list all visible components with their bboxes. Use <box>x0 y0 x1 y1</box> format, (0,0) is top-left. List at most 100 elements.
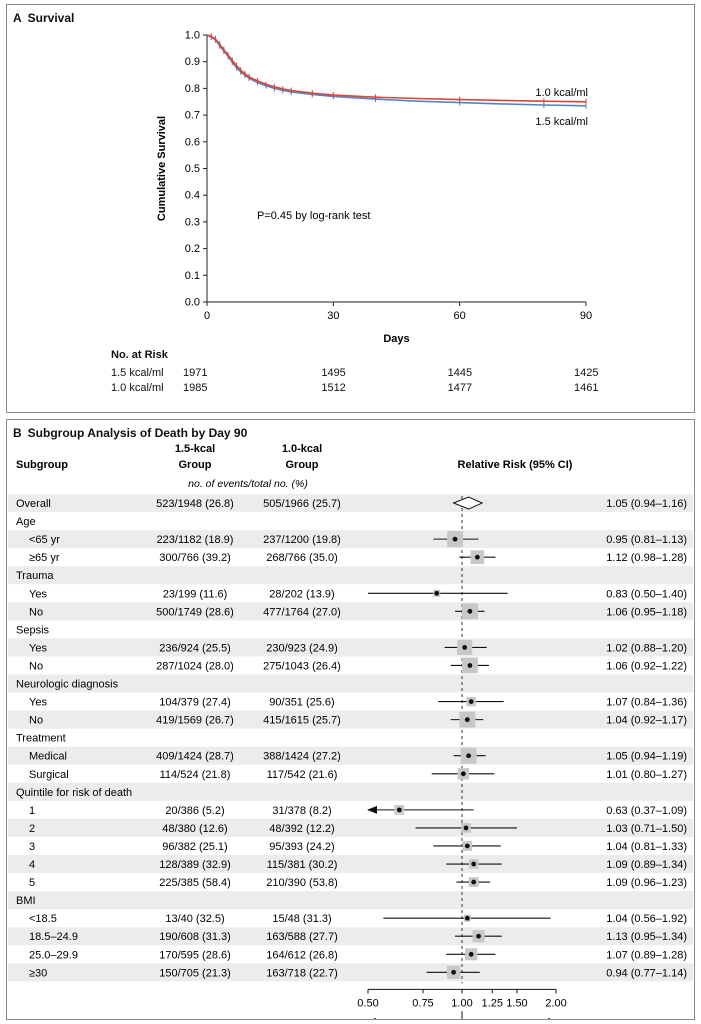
x-tick-label: 30 <box>327 310 339 322</box>
row-label: 2 <box>29 823 35 835</box>
risk-count: 1495 <box>321 367 346 379</box>
estimate-point <box>451 969 457 975</box>
row-label: No <box>29 606 43 618</box>
group-1-0-value: 388/1424 (27.2) <box>263 751 341 763</box>
series-label-1-0: 1.0 kcal/ml <box>535 87 588 99</box>
group-1-5-value: 225/385 (58.4) <box>159 877 231 889</box>
relative-risk-value: 1.06 (0.95–1.18) <box>606 606 687 618</box>
row-label: Neurologic diagnosis <box>16 679 119 691</box>
relative-risk-value: 0.95 (0.81–1.13) <box>606 534 687 546</box>
estimate-point <box>471 861 477 867</box>
row-label: Medical <box>29 751 67 763</box>
relative-risk-value: 1.12 (0.98–1.28) <box>606 552 687 564</box>
y-tick-label: 0.2 <box>185 243 200 255</box>
estimate-point <box>452 536 458 542</box>
row-label: 3 <box>29 841 35 853</box>
better-left-arrow-head <box>373 1017 376 1019</box>
panel-a-title: A Survival <box>13 11 74 25</box>
y-tick-label: 0.9 <box>185 56 200 68</box>
row-stripe <box>8 566 693 585</box>
group-1-0-value: 164/612 (26.8) <box>266 949 338 961</box>
relative-risk-value: 1.01 (0.80–1.27) <box>606 769 687 781</box>
estimate-point <box>471 879 477 885</box>
row-stripe <box>8 963 693 982</box>
row-label: Age <box>16 516 36 528</box>
row-label: Sepsis <box>16 624 50 636</box>
survival-chart: 0.0 0.1 0.2 0.3 0.4 0.5 0.6 0.7 0.8 0.9 1.0 0 30 60 90… <box>156 30 592 346</box>
col-header-relative-risk: Relative Risk (95% CI) <box>458 459 573 471</box>
y-tick-label: 0.1 <box>185 270 200 282</box>
group-1-5-value: 20/386 (5.2) <box>165 805 224 817</box>
y-tick-label: 0.3 <box>185 216 200 228</box>
row-label: ≥65 yr <box>29 552 60 564</box>
group-1-0-value: 210/390 (53.8) <box>266 877 338 889</box>
panel-b-letter: B <box>13 426 22 440</box>
group-1-5-value: 150/705 (21.3) <box>159 967 231 979</box>
estimate-point <box>474 554 480 560</box>
group-1-5-value: 287/1024 (28.0) <box>156 660 234 672</box>
row-label: 1 <box>29 805 35 817</box>
col-header-subgroup: Subgroup <box>16 459 68 471</box>
risk-count: 1971 <box>183 367 208 379</box>
row-stripe <box>8 530 693 549</box>
estimate-point <box>467 663 473 668</box>
row-stripe <box>8 638 693 657</box>
row-label: Yes <box>29 642 47 654</box>
risk-count: 1985 <box>183 382 208 394</box>
x-tick-label: 90 <box>580 310 592 322</box>
estimate-point <box>476 933 481 939</box>
risk-count: 1477 <box>447 382 473 394</box>
row-label: No <box>29 660 43 672</box>
row-label: Trauma <box>16 570 54 582</box>
row-label: Quintile for risk of death <box>16 787 132 799</box>
row-stripe <box>8 782 693 801</box>
y-tick-label: 1.0 <box>185 30 200 42</box>
y-tick-label: 0.8 <box>185 83 200 95</box>
group-1-5-value: 170/595 (28.6) <box>159 949 231 961</box>
row-stripe <box>8 674 693 693</box>
relative-risk-value: 1.02 (0.88–1.20) <box>606 642 687 654</box>
estimate-point <box>468 699 474 704</box>
group-1-0-value: 115/381 (30.2) <box>267 859 338 871</box>
risk-count: 1445 <box>447 367 473 379</box>
relative-risk-value: 1.05 (0.94–1.16) <box>606 498 687 510</box>
risk-count: 1512 <box>321 382 346 394</box>
risk-count: 1461 <box>574 382 599 394</box>
row-label: 18.5–24.9 <box>29 931 78 943</box>
row-label: BMI <box>16 895 36 907</box>
forest-plot: Subgroup 1.5-kcal Group 1.0-kcal Group Relati… <box>8 443 693 1019</box>
risk-count: 1425 <box>574 367 599 379</box>
row-label: Overall <box>16 498 51 510</box>
x-tick-label: 60 <box>454 310 466 322</box>
row-label: No <box>29 715 43 727</box>
forest-x-tick-label: 0.75 <box>412 997 433 1009</box>
y-tick-label: 0.7 <box>185 110 200 122</box>
row-label: Treatment <box>16 733 66 745</box>
row-label: 5 <box>29 877 35 889</box>
risk-row-label: 1.0 kcal/ml <box>111 382 164 394</box>
group-1-5-value: 13/40 (32.5) <box>165 913 224 925</box>
forest-x-tick-label: 0.50 <box>357 997 378 1009</box>
risk-row-label: 1.5 kcal/ml <box>111 367 164 379</box>
col-header-group-1-0-line1: 1.0-kcal <box>282 443 322 455</box>
group-1-0-value: 28/202 (13.9) <box>269 588 334 600</box>
relative-risk-value: 1.06 (0.92–1.22) <box>606 660 687 672</box>
group-1-0-value: 117/542 (21.6) <box>267 769 338 781</box>
group-1-0-value: 163/718 (22.7) <box>266 967 338 979</box>
estimate-point <box>466 753 472 759</box>
relative-risk-value: 1.07 (0.84–1.36) <box>606 697 687 709</box>
panel-b-title-text: Subgroup Analysis of Death by Day 90 <box>27 426 248 440</box>
group-1-5-value: 409/1424 (28.7) <box>156 751 234 763</box>
group-1-0-value: 163/588 (27.7) <box>266 931 338 943</box>
group-1-5-value: 48/380 (12.6) <box>162 823 227 835</box>
survival-panel: A Survival 0.0 0.1 0.2 0.3 0.4 0.5 0.6 0.7 0.8 0.9… <box>6 4 695 413</box>
better-right-arrow-head <box>548 1017 551 1019</box>
group-1-0-value: 95/393 (24.2) <box>269 841 334 853</box>
group-1-5-value: 523/1948 (26.8) <box>156 498 234 510</box>
survival-line-1-0 <box>206 34 587 103</box>
relative-risk-value: 0.63 (0.37–1.09) <box>606 805 687 817</box>
x-tick-label: 0 <box>204 310 210 322</box>
forest-x-tick-label: 1.00 <box>451 997 472 1009</box>
forest-x-tick-label: 1.25 <box>482 997 503 1009</box>
risk-table-title: No. at Risk <box>111 349 168 361</box>
